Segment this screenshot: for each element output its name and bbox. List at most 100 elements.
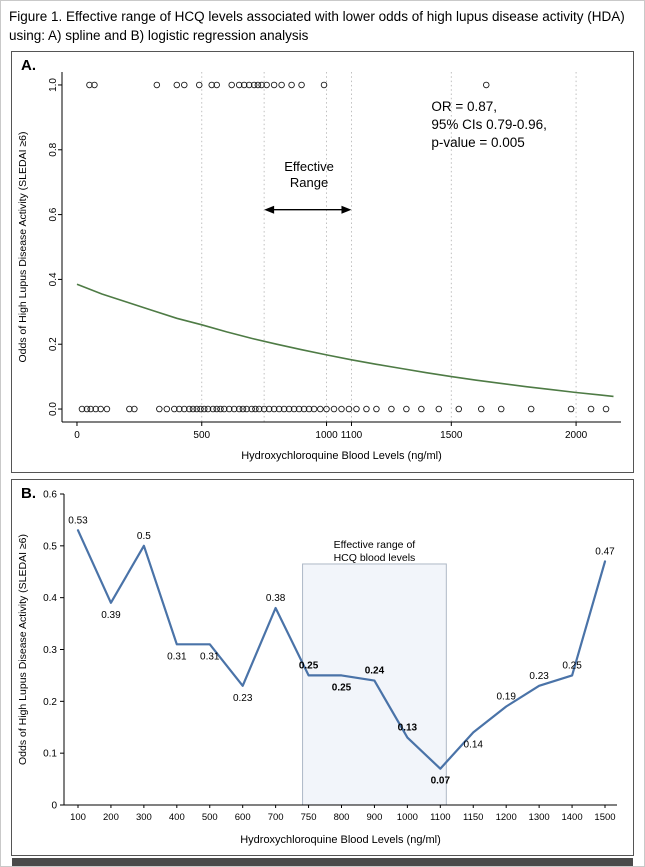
data-point [92,405,99,413]
x-tick-label: 600 [235,812,251,823]
data-point [243,405,250,413]
data-point [317,405,324,413]
x-tick-label: 400 [169,812,185,823]
data-point [270,405,278,413]
data-point [587,405,595,413]
point-label: 0.5 [137,531,151,542]
y-tick-label: 0.4 [48,272,59,286]
point-label: 0.25 [562,660,582,671]
data-point [240,81,248,89]
x-tick-label: 2000 [565,430,588,441]
arrowhead-right [341,205,352,214]
x-tick-label: 1000 [315,430,338,441]
y-tick-label: 0.1 [43,749,57,760]
data-point [330,405,338,413]
data-point [193,405,201,413]
data-point [156,405,163,413]
data-point [173,81,181,89]
data-point [435,405,443,413]
stats-text: OR = 0.87, [431,99,497,114]
data-point [208,81,215,89]
x-tick-label: 1150 [463,812,483,823]
data-point [245,81,253,89]
data-point [131,405,138,413]
data-point [567,405,575,413]
x-tick-label: 100 [70,812,86,823]
point-label: 0.13 [398,723,418,734]
data-point [200,405,208,413]
data-point [305,405,313,413]
data-point [418,405,425,413]
data-point [86,81,93,89]
data-point [478,405,485,413]
x-axis-title: Hydroxychloroquine Blood Levels (ng/ml) [240,834,441,846]
panel-a-label: A. [21,57,36,74]
x-tick-label: 1100 [430,812,450,823]
x-tick-label: 500 [193,430,210,441]
effective-range-label: Effective [284,159,334,174]
data-point [353,405,360,413]
y-tick-label: 0.4 [43,593,57,604]
region-label: HCQ blood levels [334,552,416,564]
stats-text: 95% CIs 0.79-0.96, [431,117,547,132]
y-tick-label: 0.5 [43,541,57,552]
data-point [225,405,233,413]
y-axis-title: Odds of High Lupus Disease Activity (SLE… [17,534,29,765]
data-point [388,405,395,413]
data-point [260,405,268,413]
spline-chart: 0 500 1000 1100 1500 2000 0.0 0.2 0.4 0.6 0.8 1.0 Hy… [17,72,621,462]
x-tick-label: 1500 [440,430,463,441]
data-point [373,405,380,413]
spline-curve [76,283,614,398]
data-point [527,405,535,413]
x-axis-title: Hydroxychloroquine Blood Levels (ng/ml) [241,450,442,462]
y-axis-title: Odds of High Lupus Disease Activity (SLE… [17,131,29,362]
figure-title: Figure 1. Effective range of HCQ levels … [9,9,625,43]
data-point [91,81,98,89]
x-tick-label: 1100 [341,430,363,441]
data-point [275,405,283,413]
data-point [197,405,204,413]
data-point [270,81,278,89]
point-label: 0.23 [233,693,253,704]
x-tick-label: 750 [301,812,317,823]
data-point [497,405,505,413]
x-tick-label: 1200 [496,812,517,823]
data-point [345,405,353,413]
data-point [255,405,263,413]
data-point [288,81,295,89]
data-point [338,405,345,413]
x-tick-label: 900 [367,812,383,823]
x-tick-label: 700 [268,812,284,823]
panel-a: A. 0 500 1000 1100 1500 2000 0.0 0.2 0.4 0.6 0.8 1.… [11,51,634,473]
data-point [248,405,255,413]
panel-b-label: B. [21,485,36,502]
data-point [323,405,330,413]
point-label: 0.31 [167,651,187,662]
data-point [298,81,305,89]
point-label: 0.07 [431,776,451,787]
y-tick-label: 0.3 [43,645,57,656]
x-tick-label: 1300 [529,812,550,823]
data-point [181,405,188,413]
data-point [230,405,238,413]
arrowhead-left [264,205,275,214]
y-tick-label: 1.0 [48,78,59,92]
x-tick-label: 800 [334,812,350,823]
point-label: 0.19 [496,692,516,703]
data-point [196,81,203,89]
data-point [254,81,262,89]
data-point [78,405,86,413]
data-point [310,405,318,413]
point-label: 0.38 [266,593,286,604]
data-point [252,405,259,413]
data-point [181,81,188,89]
data-point [235,405,243,413]
point-label: 0.53 [68,515,88,526]
x-tick-label: 1000 [397,812,418,823]
y-tick-label: 0.8 [48,142,59,156]
data-point [602,405,610,413]
point-label: 0.23 [529,671,549,682]
data-point [239,405,247,413]
